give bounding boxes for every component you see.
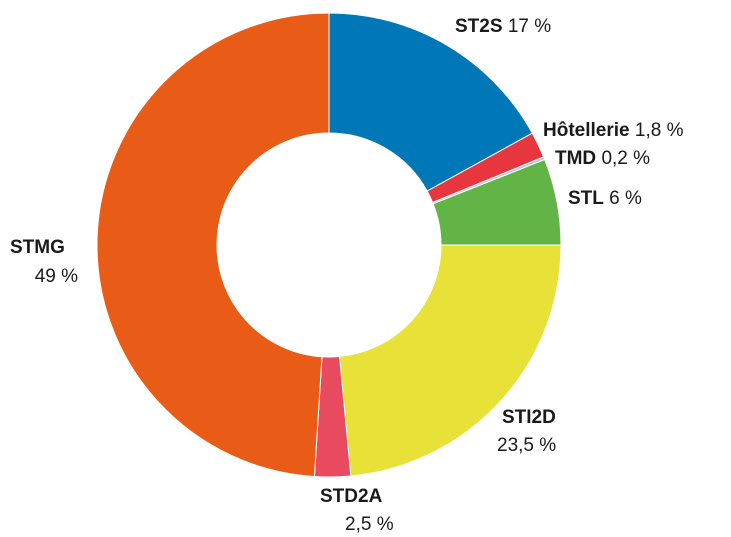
category-name: STI2D (502, 407, 556, 428)
donut-slice (338, 244, 562, 477)
value-label: 2,5 % (345, 514, 394, 535)
value-label: 0,2 % (601, 148, 650, 169)
value-label: 17 % (508, 16, 551, 37)
category-name: TMD (555, 148, 596, 169)
category-name: STD2A (320, 486, 383, 507)
value-label: 23,5 % (497, 435, 556, 456)
slice-label: Hôtellerie 1,8 % (543, 120, 684, 141)
slice-label: STL 6 % (568, 188, 642, 209)
value-label: 49 % (35, 266, 78, 287)
slice-label: ST2S 17 % (455, 16, 551, 37)
donut-slice (328, 12, 533, 192)
category-name: Hôtellerie (543, 120, 630, 141)
donut-slice (96, 12, 330, 478)
slice-label: TMD 0,2 % (555, 148, 650, 169)
value-label: 1,8 % (635, 120, 684, 141)
category-name: ST2S (455, 16, 503, 37)
category-name: STL (568, 188, 604, 209)
category-name: STMG (10, 237, 65, 258)
value-label: 6 % (609, 188, 642, 209)
